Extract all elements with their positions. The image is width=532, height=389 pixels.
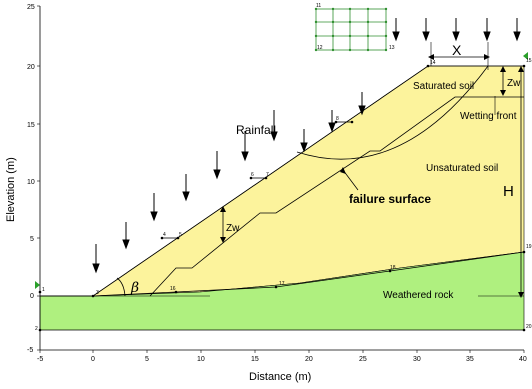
y-tick-label: 0	[30, 293, 34, 300]
beta-angle-label: β	[130, 280, 139, 296]
node-label-16: 16	[170, 286, 176, 292]
node-label-13: 13	[389, 45, 395, 51]
node-label-4: 4	[163, 232, 166, 238]
zw-top-arrow-bot	[500, 90, 506, 96]
node-label-7: 7	[266, 172, 269, 178]
height-label: H	[503, 183, 514, 200]
x-dimension-label: X	[452, 42, 462, 58]
node-label-3: 3	[96, 290, 99, 296]
boundary-markers	[35, 52, 528, 289]
zw-top-arrow-top	[500, 66, 506, 72]
x-tick-label: 20	[305, 356, 313, 363]
node-label-5: 5	[179, 232, 182, 238]
beta-arc	[116, 277, 126, 297]
x-axis-title: Distance (m)	[249, 371, 311, 383]
node-label-15: 15	[526, 58, 532, 64]
h-arrow-top	[518, 66, 524, 72]
x-arrow-right	[484, 54, 490, 60]
node-label-17: 17	[279, 281, 285, 287]
x-tick-label: -5	[37, 356, 43, 363]
rainfall-arrows	[92, 18, 521, 274]
failure-pointer-head	[340, 167, 346, 174]
rainfall-label: Rainfall	[236, 123, 276, 137]
node-label-11: 11	[316, 3, 321, 9]
y-axis-title: Elevation (m)	[5, 157, 17, 222]
x-tick-label: 5	[145, 356, 149, 363]
node-label-8: 8	[336, 116, 339, 122]
y-tick-label: 5	[30, 236, 34, 243]
mesh-grid	[315, 8, 387, 51]
node-label-18: 18	[390, 265, 396, 271]
zw-top-label: Zw	[507, 78, 521, 89]
wetting-front-label: Wetting front	[460, 111, 517, 122]
y-ticks	[37, 5, 40, 351]
x-ticks	[39, 350, 525, 353]
x-tick-label: 40	[519, 356, 527, 363]
y-tick-label: -5	[27, 347, 33, 354]
h-arrow-bot	[518, 292, 524, 298]
node-label-14: 14	[430, 60, 436, 66]
node-label-1: 1	[42, 287, 45, 293]
weathered-rock-label: Weathered rock	[383, 290, 454, 301]
x-tick-label: 30	[413, 356, 421, 363]
y-tick-label: 10	[27, 179, 35, 186]
failure-surface-arc	[296, 65, 489, 160]
geometry-node-dots	[38, 64, 526, 332]
wetting-front-line	[149, 96, 524, 297]
failure-surface-label: failure surface	[349, 192, 431, 206]
slope-ledges	[162, 121, 352, 239]
x-tick-label: 35	[466, 356, 474, 363]
node-label-6: 6	[251, 172, 254, 178]
x-tick-label: 25	[359, 356, 367, 363]
zw-slope-arrow-bot	[220, 237, 226, 243]
node-label-12: 12	[317, 45, 323, 51]
saturated-soil-label: Saturated soil	[413, 81, 474, 92]
y-tick-label: 25	[27, 4, 35, 11]
x-tick-label: 15	[251, 356, 259, 363]
mesh-grid-nodes	[314, 7, 388, 52]
y-tick-label: 15	[27, 122, 35, 129]
y-tick-label: 20	[27, 64, 35, 71]
zw-slope-arrow-top	[220, 206, 226, 212]
zw-slope-label: Zw	[226, 223, 240, 234]
unsaturated-soil-label: Unsaturated soil	[426, 163, 498, 174]
node-label-20: 20	[526, 324, 532, 330]
x-tick-label: 0	[91, 356, 95, 363]
axis-lines	[39, 6, 524, 351]
x-tick-label: 10	[197, 356, 205, 363]
node-label-19: 19	[526, 244, 532, 250]
node-label-2: 2	[35, 326, 38, 332]
